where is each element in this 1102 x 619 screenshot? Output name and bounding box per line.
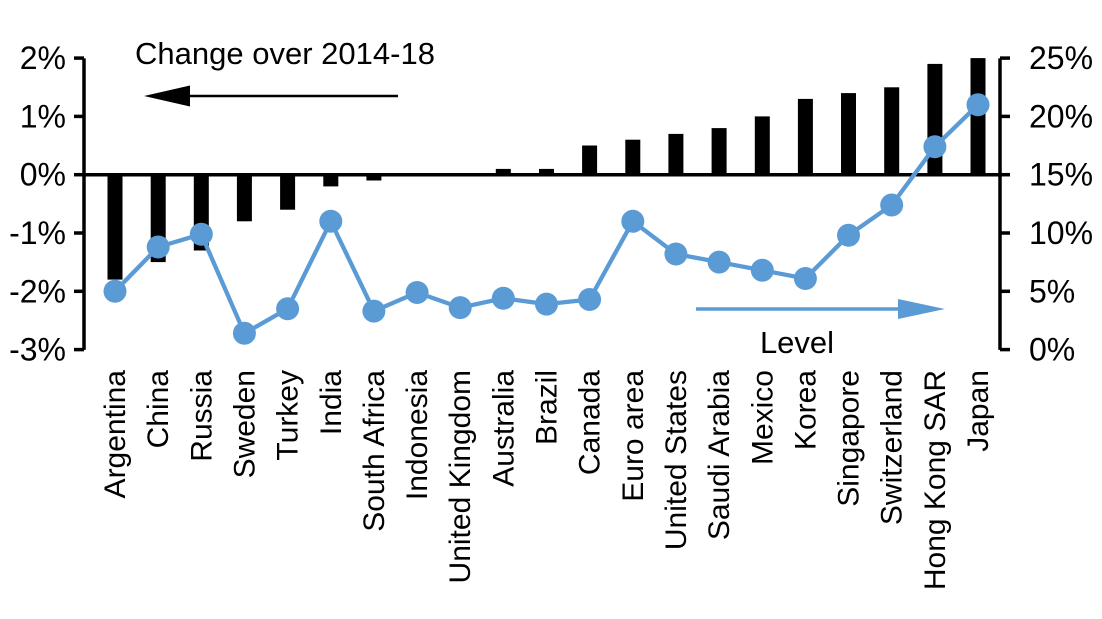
level-dot-russia: [189, 222, 213, 246]
level-dot-canada: [578, 288, 602, 311]
bar-australia: [495, 168, 511, 175]
level-dot-switzerland: [880, 193, 904, 217]
right-axis-label-1: 20%: [1029, 98, 1093, 134]
level-dot-united-states: [664, 242, 688, 266]
bar-united-states: [668, 133, 684, 175]
bar-mexico: [754, 116, 770, 175]
level-dot-india: [319, 209, 343, 233]
bar-saudi-arabia: [711, 128, 727, 175]
bar-turkey: [280, 174, 296, 210]
bar-india: [323, 174, 339, 187]
bar-japan: [970, 58, 986, 175]
right-arrow-icon: [898, 299, 945, 319]
level-dot-south-africa: [362, 299, 386, 323]
category-label-united-states: United States: [660, 370, 693, 550]
level-dot-australia: [491, 286, 515, 310]
left-axis-label-1: 1%: [20, 98, 66, 134]
level-dot-turkey: [276, 297, 300, 321]
level-dot-saudi-arabia: [707, 250, 731, 274]
level-dot-euro-area: [621, 209, 645, 233]
category-label-united-kingdom: United Kingdom: [444, 370, 477, 583]
level-dot-mexico: [750, 258, 774, 282]
category-label-turkey: Turkey: [272, 370, 305, 461]
change-annotation-label: Change over 2014-18: [135, 36, 435, 71]
category-label-euro-area: Euro area: [617, 370, 650, 502]
category-label-russia: Russia: [185, 370, 218, 462]
bar-singapore: [841, 93, 856, 175]
level-dot-united-kingdom: [448, 296, 472, 320]
level-dot-singapore: [837, 223, 860, 247]
right-axis-label-2: 15%: [1029, 157, 1093, 193]
right-axis-label-3: 10%: [1029, 215, 1093, 251]
category-label-china: China: [142, 370, 175, 449]
level-dot-argentina: [103, 279, 127, 303]
category-label-south-africa: South Africa: [358, 370, 391, 532]
left-axis-label-4: -2%: [9, 273, 66, 309]
category-label-switzerland: Switzerland: [876, 370, 909, 525]
left-axis-label-3: -1%: [9, 215, 66, 251]
category-label-hong-kong-sar: Hong Kong SAR: [919, 370, 952, 590]
left-arrow-icon: [144, 85, 190, 107]
left-axis-label-5: -3%: [9, 332, 66, 368]
category-label-australia: Australia: [487, 370, 520, 487]
category-label-indonesia: Indonesia: [401, 370, 434, 500]
bar-canada: [582, 145, 598, 175]
level-dot-korea: [793, 267, 817, 290]
bar-korea: [797, 98, 813, 175]
bar-argentina: [107, 174, 123, 280]
right-axis-label-5: 0%: [1029, 332, 1075, 368]
level-dot-brazil: [535, 292, 558, 316]
category-label-korea: Korea: [789, 370, 822, 450]
category-label-argentina: Argentina: [99, 370, 132, 499]
bar-switzerland: [884, 87, 900, 175]
right-axis-label-0: 25%: [1029, 40, 1093, 76]
right-axis-label-4: 5%: [1029, 273, 1075, 309]
category-label-india: India: [315, 370, 348, 435]
level-dot-indonesia: [405, 281, 429, 304]
level-dot-hong-kong-sar: [923, 135, 947, 159]
left-axis-label-0: 2%: [20, 40, 66, 76]
category-label-singapore: Singapore: [833, 370, 866, 507]
category-label-mexico: Mexico: [746, 370, 779, 465]
category-label-brazil: Brazil: [531, 370, 564, 445]
left-axis-label-2: 0%: [20, 157, 66, 193]
bar-sweden: [236, 174, 252, 222]
level-dot-japan: [966, 93, 990, 117]
bar-south-africa: [366, 174, 382, 181]
bar-brazil: [539, 168, 554, 175]
category-label-saudi-arabia: Saudi Arabia: [703, 370, 736, 540]
category-label-sweden: Sweden: [228, 370, 261, 478]
level-annotation-label: Level: [760, 325, 834, 360]
level-dot-sweden: [232, 321, 256, 345]
bar-euro-area: [625, 139, 641, 175]
category-label-canada: Canada: [574, 370, 607, 475]
level-dot-china: [146, 235, 170, 259]
category-label-japan: Japan: [962, 370, 995, 452]
